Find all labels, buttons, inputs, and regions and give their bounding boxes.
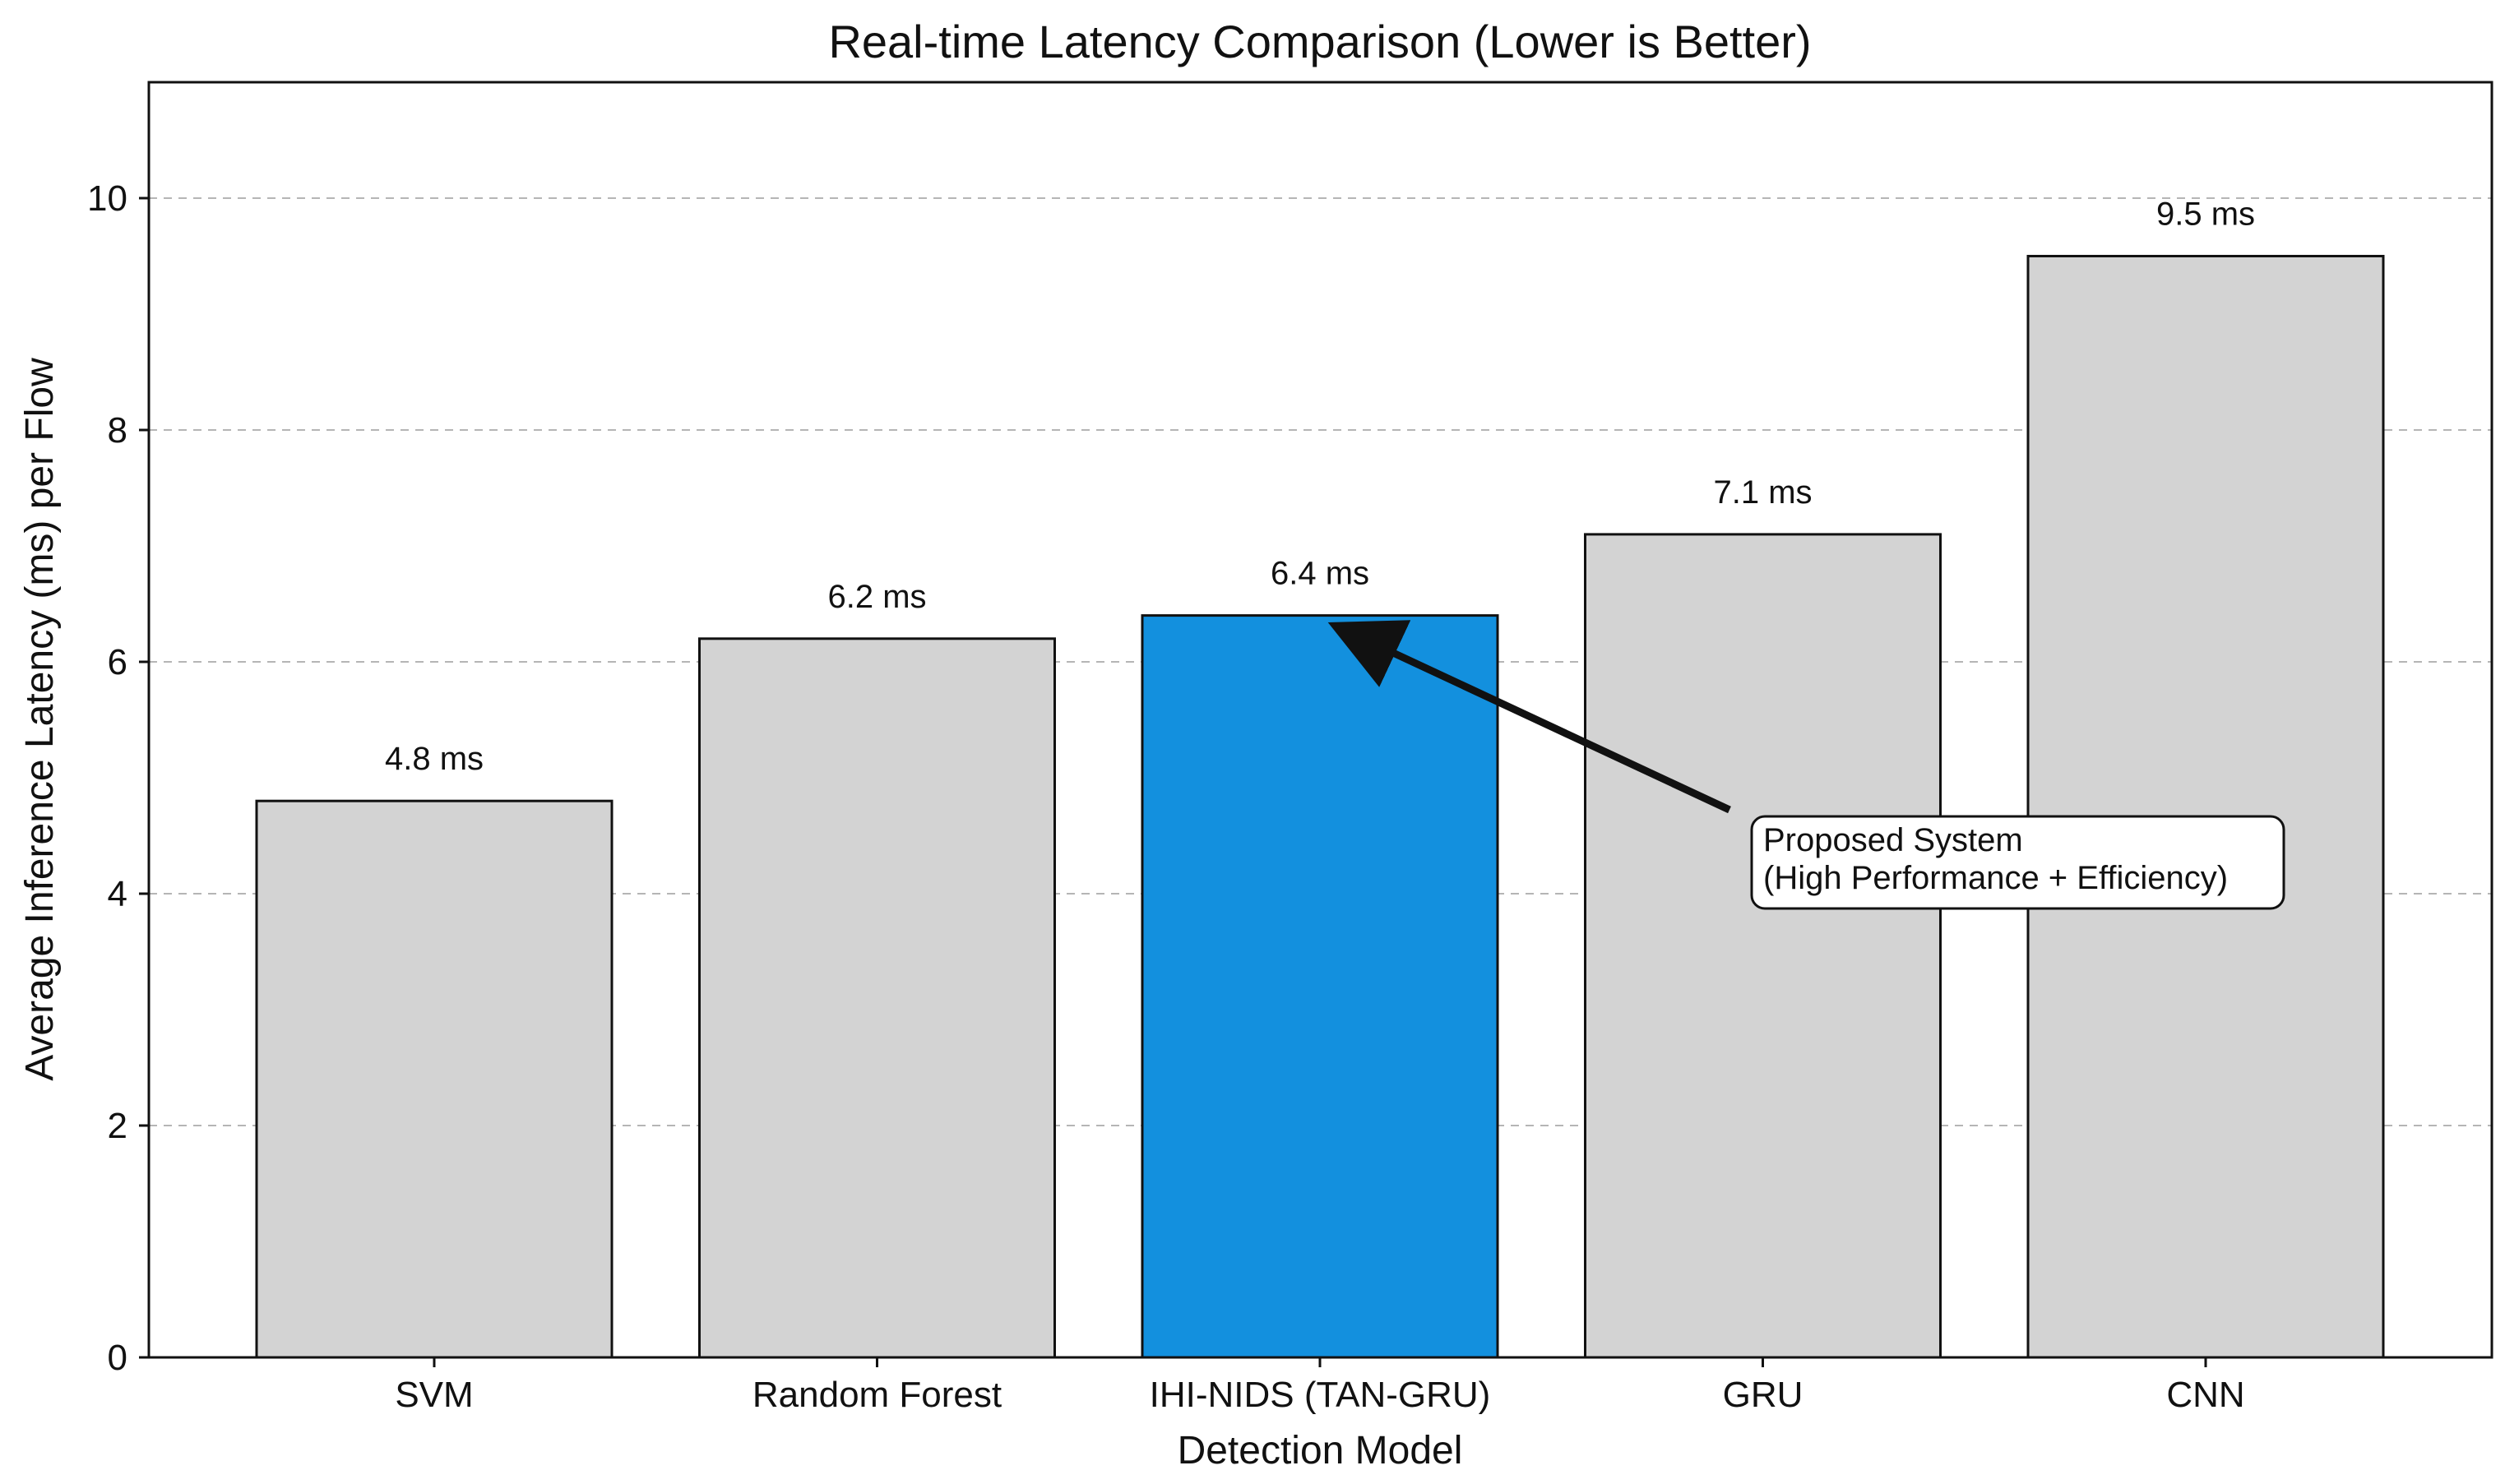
y-axis-ticks: 0 2 4 6 8 10 bbox=[87, 178, 149, 1378]
y-tick-label: 10 bbox=[87, 178, 127, 219]
x-tick-label-cnn: CNN bbox=[2166, 1375, 2244, 1415]
x-tick-label-gru: GRU bbox=[1723, 1375, 1804, 1415]
value-label-ihi-nids-tan-gru: 6.4 ms bbox=[1271, 556, 1369, 592]
bar-gru bbox=[1584, 533, 1942, 1359]
annotation-box bbox=[1750, 815, 2285, 910]
x-axis-label: Detection Model bbox=[1178, 1429, 1463, 1472]
bar-ihi-nids-tan-gru bbox=[1141, 614, 1499, 1359]
y-tick-label: 8 bbox=[108, 410, 127, 451]
y-axis-label: Average Inference Latency (ms) per Flow bbox=[18, 358, 62, 1081]
y-tick-label: 2 bbox=[108, 1106, 127, 1146]
value-label-random-forest: 6.2 ms bbox=[827, 579, 926, 615]
y-tick-label: 4 bbox=[108, 874, 127, 914]
bar-random-forest bbox=[698, 637, 1056, 1359]
annotation-line: Proposed System bbox=[1763, 822, 2023, 858]
value-labels: 4.8 ms 6.2 ms 6.4 ms 7.1 ms 9.5 ms bbox=[385, 196, 2255, 778]
x-tick-label-svm: SVM bbox=[395, 1375, 473, 1415]
value-label-cnn: 9.5 ms bbox=[2156, 196, 2255, 233]
value-label-svm: 4.8 ms bbox=[385, 741, 484, 777]
value-label-gru: 7.1 ms bbox=[1713, 474, 1812, 511]
chart-title: Real-time Latency Comparison (Lower is B… bbox=[828, 16, 1811, 67]
y-tick-label: 6 bbox=[108, 642, 127, 682]
bar-svm bbox=[255, 799, 614, 1359]
x-tick-label-ihi-nids-tan-gru: IHI-NIDS (TAN-GRU) bbox=[1150, 1375, 1491, 1415]
x-axis-ticks: SVM Random Forest IHI-NIDS (TAN-GRU) GRU CNN bbox=[395, 1357, 2245, 1415]
y-tick-label: 0 bbox=[108, 1338, 127, 1378]
annotation: Proposed System(High Performance + Effic… bbox=[1327, 620, 2285, 910]
bars bbox=[255, 255, 2385, 1359]
annotation-arrow bbox=[1327, 620, 1731, 814]
x-tick-label-random-forest: Random Forest bbox=[752, 1375, 1002, 1415]
annotation-line: (High Performance + Efficiency) bbox=[1763, 860, 2228, 896]
bar-cnn bbox=[2026, 255, 2385, 1359]
